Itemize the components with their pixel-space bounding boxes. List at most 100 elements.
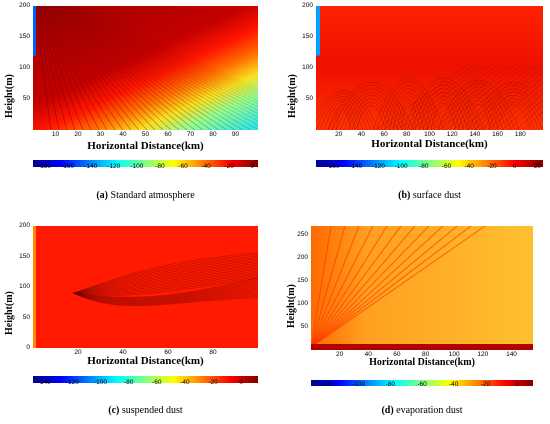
y-tick-label: 150 bbox=[297, 277, 308, 285]
colorbar-tick-label: -140 bbox=[37, 379, 51, 386]
colorbar-tick-label: -20 bbox=[208, 379, 218, 386]
y-tick-label: 50 bbox=[22, 313, 30, 321]
ray-streak bbox=[431, 65, 515, 130]
colorbar-tick-label: -80 bbox=[385, 381, 395, 388]
interference-fringe bbox=[77, 6, 258, 99]
interference-fringe bbox=[72, 6, 258, 111]
heatmap-c bbox=[33, 226, 258, 348]
x-tick-label: 140 bbox=[506, 351, 517, 358]
ray-streak bbox=[424, 65, 509, 130]
interference-fringe bbox=[79, 6, 258, 94]
y-tick-label: 150 bbox=[302, 33, 313, 40]
caption-a: (a) Standard atmosphere bbox=[33, 190, 258, 201]
ray-fan bbox=[311, 226, 458, 348]
colorbar-tick-label: -120 bbox=[107, 163, 121, 170]
ray-bundle bbox=[72, 282, 258, 300]
heatmap-a bbox=[33, 6, 258, 130]
ray-bundle bbox=[72, 266, 258, 294]
duct-layer bbox=[311, 344, 533, 350]
ray-bundle bbox=[72, 264, 258, 294]
colorbar-tick-label: 0 bbox=[515, 381, 519, 388]
ray-bundle bbox=[72, 257, 258, 294]
ray-fan bbox=[311, 226, 444, 348]
ray-arch bbox=[372, 77, 445, 130]
dust-layer-region bbox=[33, 296, 258, 348]
colorbar-tick-label: 0 bbox=[250, 163, 255, 170]
y-tick-label: 200 bbox=[302, 2, 313, 9]
colorbar-gradient bbox=[33, 376, 258, 383]
caption-letter-c: (c) bbox=[108, 405, 120, 416]
ray-bundle bbox=[72, 267, 258, 294]
ray-streak bbox=[417, 65, 503, 130]
colorbar-d bbox=[311, 373, 533, 391]
x-axis-label-a: Horizontal Distance(km) bbox=[87, 140, 204, 152]
y-tick-label: 200 bbox=[19, 222, 30, 229]
interference-fringe bbox=[65, 6, 252, 130]
x-tick-label: 140 bbox=[469, 131, 481, 138]
y-tick-label: 150 bbox=[19, 252, 30, 260]
ray-arch bbox=[437, 79, 520, 130]
interference-fringe bbox=[57, 6, 196, 130]
y-tick-label: 250 bbox=[297, 231, 308, 239]
ray-arch bbox=[327, 104, 360, 130]
ray-arch bbox=[418, 91, 469, 130]
ray-arch bbox=[449, 90, 508, 130]
ray-bundle bbox=[72, 276, 258, 298]
ray-bundle bbox=[72, 292, 258, 305]
ray-fan bbox=[311, 226, 346, 348]
ray-streak bbox=[487, 82, 543, 130]
heatmap-b bbox=[316, 6, 543, 130]
source-strip bbox=[316, 6, 320, 56]
colorbar-tick-label: 20 bbox=[533, 163, 541, 170]
y-tick-label: 100 bbox=[19, 283, 30, 290]
colorbar-tick-label: -40 bbox=[464, 163, 474, 170]
interference-fringe bbox=[64, 6, 244, 130]
y-tick-label: 100 bbox=[19, 64, 30, 71]
ray-streak bbox=[522, 111, 543, 130]
colorbar-tick-label: -40 bbox=[180, 379, 190, 386]
ray-fan bbox=[311, 226, 332, 348]
ray-bundle bbox=[72, 280, 258, 299]
colorbar-tick-label: -100 bbox=[130, 163, 144, 170]
interference-fringe bbox=[69, 6, 258, 122]
x-tick-label: 90 bbox=[231, 131, 240, 138]
y-tick-label: 0 bbox=[26, 344, 30, 351]
interference-fringe bbox=[49, 6, 148, 130]
ray-bundle bbox=[72, 269, 258, 294]
ray-fan bbox=[311, 226, 388, 348]
x-tick-label: 20 bbox=[74, 349, 82, 356]
ray-bundle bbox=[72, 255, 258, 294]
ray-bundle bbox=[72, 281, 258, 300]
ray-fan bbox=[311, 226, 416, 348]
x-tick-label: 80 bbox=[209, 349, 217, 356]
ray-fan bbox=[311, 226, 402, 348]
ray-arch bbox=[495, 105, 532, 130]
ray-bundle bbox=[72, 270, 258, 294]
ray-bundle bbox=[72, 292, 258, 307]
caption-text-d: evaporation dust bbox=[396, 405, 463, 416]
colorbar-tick-label: -80 bbox=[155, 163, 165, 170]
y-tick-label: 50 bbox=[300, 323, 308, 331]
interference-fringe bbox=[51, 6, 156, 130]
caption-text-a: Standard atmosphere bbox=[110, 190, 195, 201]
x-tick-label: 160 bbox=[492, 131, 504, 138]
colorbar-tick-label: -20 bbox=[487, 163, 497, 170]
x-tick-label: 20 bbox=[335, 131, 343, 138]
ray-bundle bbox=[72, 273, 258, 294]
interference-fringe bbox=[70, 6, 258, 118]
colorbar-tick-label: -140 bbox=[84, 163, 98, 170]
ray-bundle bbox=[72, 292, 258, 306]
ray-arch bbox=[335, 109, 352, 130]
colorbar-gradient bbox=[311, 380, 533, 386]
x-tick-label: 180 bbox=[514, 131, 526, 138]
x-tick-label: 60 bbox=[164, 131, 172, 138]
x-tick-label: 40 bbox=[119, 131, 127, 138]
ray-arch bbox=[316, 93, 376, 130]
interference-fringe bbox=[82, 6, 258, 89]
ray-fan bbox=[311, 226, 430, 348]
x-tick-label: 80 bbox=[421, 351, 430, 358]
colorbar-gradient bbox=[316, 160, 543, 167]
y-tick-label: 200 bbox=[19, 2, 30, 9]
interference-fringe bbox=[66, 6, 258, 130]
caption-b: (b) surface dust bbox=[316, 190, 543, 201]
